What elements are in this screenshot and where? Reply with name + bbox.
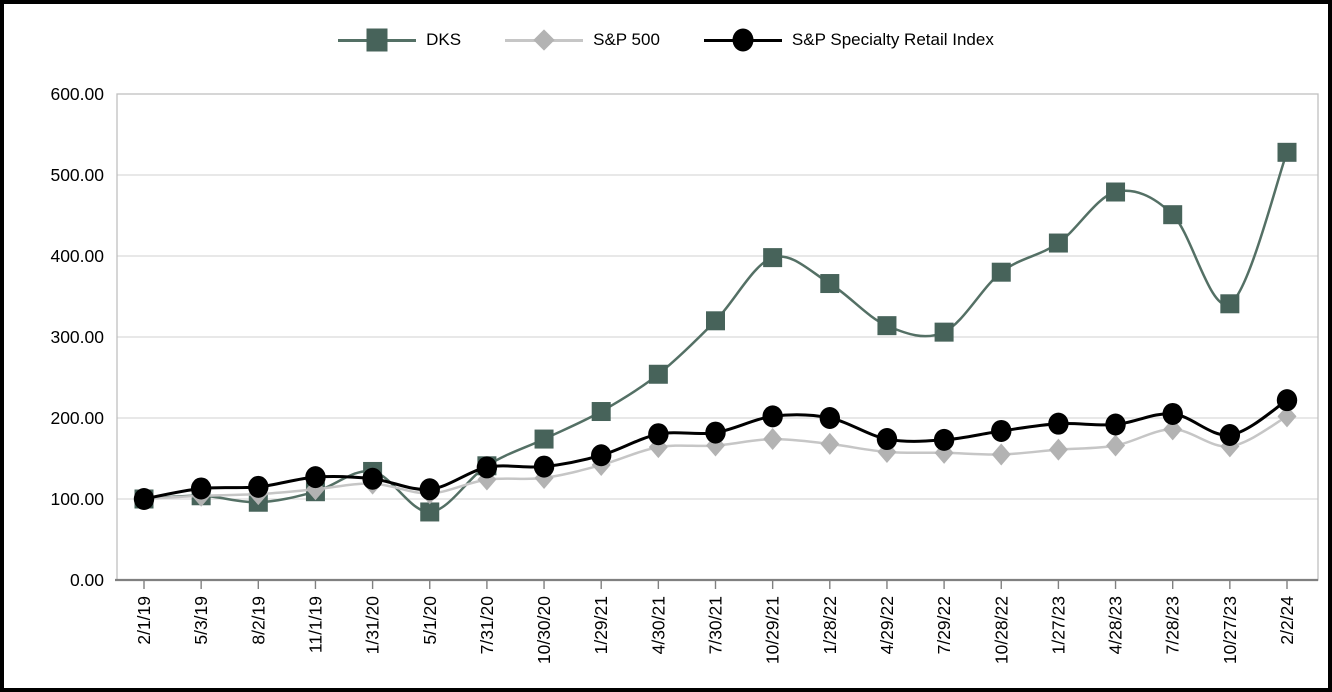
- legend-item-dks: DKS: [338, 28, 462, 52]
- s-p-specialty-retail-index-marker: [991, 419, 1012, 442]
- x-axis-label: 2/2/24: [1277, 596, 1297, 645]
- dks-marker: [1277, 142, 1297, 162]
- dks-marker: [1048, 233, 1068, 253]
- dks-marker: [877, 316, 897, 336]
- dks-marker: [591, 402, 611, 422]
- x-axis-label: 1/28/22: [820, 596, 840, 654]
- dks-marker: [820, 274, 840, 294]
- sp500-line-sample: [505, 29, 584, 51]
- s-p-specialty-retail-index-marker: [133, 488, 155, 510]
- s-p-specialty-retail-index-marker: [1276, 389, 1298, 412]
- s-p-specialty-retail-index-marker: [1105, 413, 1126, 436]
- legend-label-sp500: S&P 500: [593, 30, 660, 49]
- x-axis-label: 4/29/22: [877, 596, 897, 654]
- s-p-500-marker: [1048, 438, 1068, 461]
- s-p-specialty-retail-index-marker: [933, 428, 955, 451]
- x-axis-label: 5/1/20: [420, 596, 440, 645]
- x-axis-label: 7/28/23: [1163, 596, 1183, 654]
- y-axis-label: 600.00: [50, 84, 104, 104]
- dks-marker: [648, 364, 668, 384]
- specialty-retail-line-sample: [703, 28, 782, 52]
- x-axis-label: 7/29/22: [934, 596, 954, 654]
- s-p-specialty-retail-index-marker: [248, 475, 269, 498]
- dks-marker: [1220, 294, 1240, 314]
- dks-marker: [934, 322, 954, 342]
- legend-item-specialty-retail: S&P Specialty Retail Index: [703, 28, 994, 52]
- x-axis-label: 5/3/19: [191, 596, 211, 645]
- s-p-500-marker: [763, 428, 783, 451]
- dks-marker: [1163, 205, 1183, 225]
- x-axis-label: 1/27/23: [1048, 596, 1068, 654]
- x-axis-label: 7/30/21: [706, 596, 726, 654]
- x-axis-label: 10/30/20: [534, 596, 554, 664]
- dks-marker: [991, 262, 1011, 282]
- series-line-dks: [142, 151, 1289, 514]
- s-p-specialty-retail-index-marker: [819, 407, 840, 429]
- x-axis-label: 2/1/19: [134, 596, 154, 645]
- y-axis-label: 0.00: [70, 570, 104, 590]
- dks-marker: [1106, 182, 1126, 202]
- legend-label-specialty-retail: S&P Specialty Retail Index: [791, 30, 994, 49]
- chart-legend: DKS S&P 500 S&P Specialty Retail Index: [4, 28, 1328, 52]
- y-axis-label: 200.00: [50, 408, 104, 428]
- x-axis-label: 10/29/21: [763, 596, 783, 664]
- dks-marker: [763, 248, 783, 268]
- y-axis-label: 400.00: [50, 246, 104, 266]
- dks-line-sample: [338, 28, 417, 52]
- s-p-specialty-retail-index-marker: [1219, 424, 1241, 447]
- s-p-500-marker: [1163, 418, 1183, 441]
- s-p-specialty-retail-index-marker: [476, 456, 498, 479]
- specialty-retail-circle-icon: [732, 28, 754, 52]
- x-axis-label: 7/31/20: [477, 596, 497, 655]
- dks-marker: [534, 429, 554, 449]
- dks-square-icon: [366, 28, 388, 52]
- s-p-specialty-retail-index-marker: [591, 444, 612, 467]
- s-p-500-marker: [1277, 405, 1297, 428]
- x-axis-label: 4/28/23: [1106, 596, 1126, 654]
- s-p-specialty-retail-index-marker: [362, 467, 383, 490]
- x-axis-label: 1/29/21: [591, 596, 611, 654]
- x-axis-label: 8/2/19: [248, 596, 268, 645]
- legend-label-dks: DKS: [426, 30, 462, 49]
- dks-marker: [706, 311, 725, 331]
- s-p-specialty-retail-index-marker: [876, 428, 898, 451]
- x-axis-label: 4/30/21: [648, 596, 668, 654]
- y-axis-label: 300.00: [50, 327, 104, 347]
- s-p-specialty-retail-index-marker: [190, 477, 212, 500]
- y-axis-label: 100.00: [50, 489, 104, 509]
- s-p-500-marker: [1106, 434, 1126, 457]
- x-axis-label: 1/31/20: [363, 596, 383, 655]
- x-axis-label: 10/28/22: [991, 596, 1011, 664]
- dks-marker: [420, 502, 440, 522]
- plot-area: 0.00 100.00 200.00 300.00 400.00 500.00 600.00…: [50, 84, 1319, 664]
- x-axis-label: 10/27/23: [1220, 596, 1240, 664]
- s-p-specialty-retail-index-marker: [533, 455, 555, 478]
- legend-item-sp500: S&P 500: [505, 29, 660, 51]
- sp500-diamond-icon: [533, 29, 555, 51]
- s-p-specialty-retail-index-marker: [705, 421, 726, 444]
- s-p-500-marker: [991, 443, 1011, 466]
- s-p-specialty-retail-index-marker: [305, 466, 326, 489]
- s-p-500-marker: [820, 432, 840, 455]
- x-axis-label: 11/1/19: [305, 596, 325, 653]
- s-p-specialty-retail-index-marker: [1048, 412, 1069, 435]
- y-axis-label: 500.00: [50, 165, 104, 185]
- s-p-specialty-retail-index-marker: [419, 478, 440, 501]
- s-p-specialty-retail-index-marker: [648, 423, 669, 446]
- s-p-specialty-retail-index-marker: [762, 405, 783, 428]
- s-p-specialty-retail-index-marker: [1162, 402, 1183, 425]
